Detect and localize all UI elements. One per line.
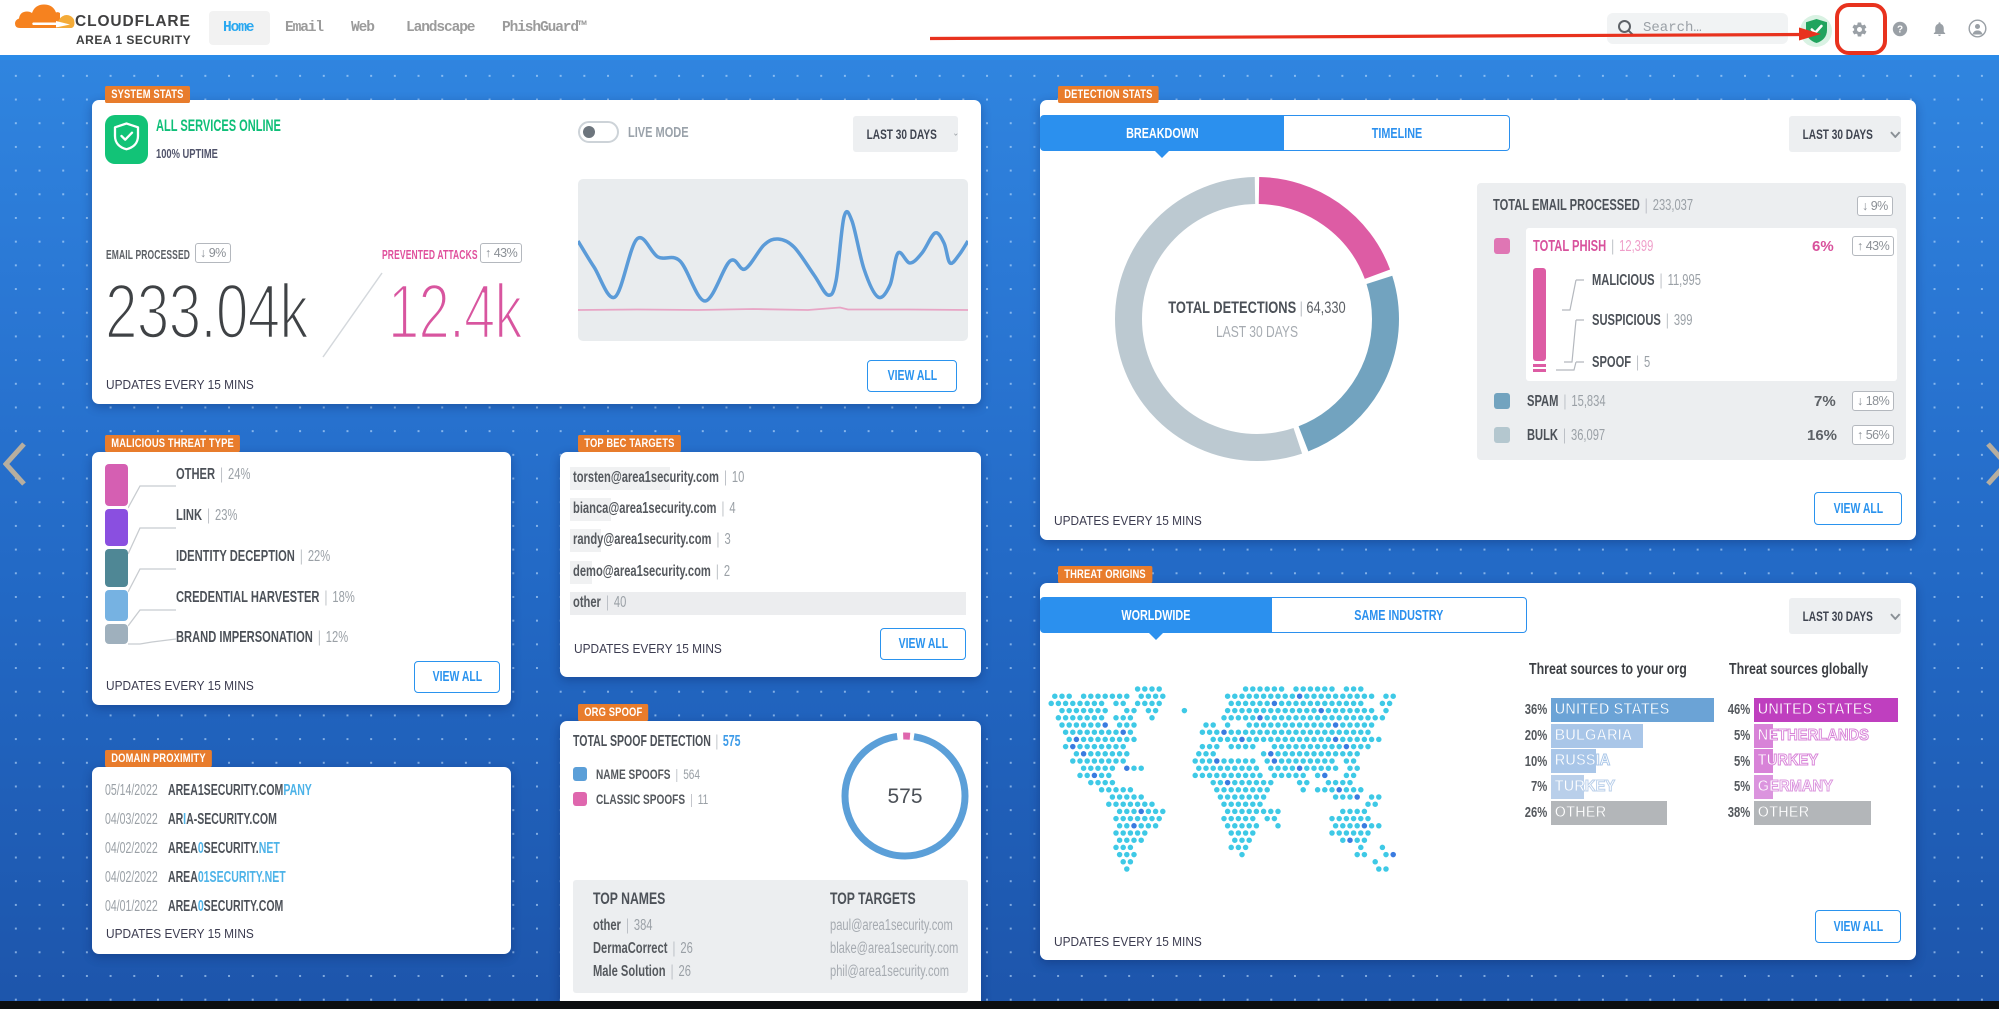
svg-text:LAST 30 DAYS: LAST 30 DAYS xyxy=(1216,323,1298,341)
svg-text:?: ? xyxy=(1897,24,1903,35)
svg-text:TOTAL DETECTIONS | 64,330: TOTAL DETECTIONS | 64,330 xyxy=(1168,300,1345,318)
svg-text:575: 575 xyxy=(887,785,922,808)
